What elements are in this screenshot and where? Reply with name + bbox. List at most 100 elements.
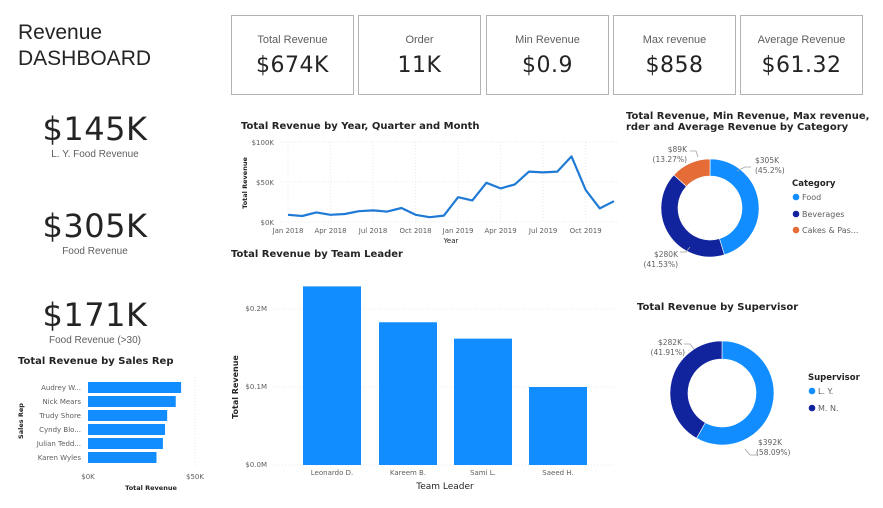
data-label: (58.09%)	[756, 448, 791, 457]
data-point[interactable]	[286, 212, 291, 217]
kpi-food-revenue-over-30[interactable]: $171K Food Revenue (>30)	[0, 296, 190, 346]
kpi-ly-food-revenue[interactable]: $145K L. Y. Food Revenue	[0, 110, 190, 160]
kpi-label: Max revenue	[642, 34, 707, 46]
line-chart-title: Total Revenue by Year, Quarter and Month	[241, 121, 480, 132]
legend-marker-cakes	[792, 226, 800, 234]
team-leader-chart-title: Total Revenue by Team Leader	[231, 249, 403, 260]
data-point[interactable]	[484, 180, 489, 185]
x-tick-label: Jan 2019	[442, 227, 474, 235]
legend-marker-beverages	[792, 210, 800, 218]
category-donut-chart[interactable]: $305K (45.2%) $280K (41.53%) $89K (13.27…	[620, 140, 883, 275]
leader-line	[690, 150, 699, 158]
x-axis-title: Total Revenue	[125, 484, 177, 492]
data-point[interactable]	[441, 213, 446, 218]
data-point[interactable]	[314, 210, 319, 215]
kpi-card-total-revenue[interactable]: Total Revenue $674K	[231, 15, 354, 95]
data-point[interactable]	[371, 208, 376, 213]
bar-sales-rep[interactable]	[88, 382, 182, 393]
bar-leonardo-d[interactable]	[303, 286, 361, 465]
donut-slice-m-n[interactable]	[669, 340, 723, 439]
legend-marker-food	[792, 193, 800, 201]
line-chart[interactable]: $100K $50K $0K Total Revenue Jan 2018 Apr…	[230, 132, 620, 247]
legend-marker-mn	[808, 404, 816, 412]
bar-sales-rep[interactable]	[88, 438, 163, 449]
kpi-value: 11K	[397, 53, 442, 78]
kpi-food-revenue[interactable]: $305K Food Revenue	[0, 207, 190, 257]
data-label: (13.27%)	[653, 155, 688, 164]
legend-item-ly[interactable]: L. Y.	[818, 387, 833, 396]
data-point[interactable]	[512, 182, 517, 187]
x-tick-label: Oct 2019	[570, 227, 602, 235]
y-tick-label: $50K	[256, 179, 274, 187]
data-label: (45.2%)	[755, 166, 785, 175]
data-point[interactable]	[612, 199, 617, 204]
legend-title: Category	[792, 179, 836, 189]
x-tick-label: Oct 2018	[399, 227, 431, 235]
x-tick-label: Apr 2019	[485, 227, 517, 235]
legend-item-food[interactable]: Food	[802, 193, 821, 202]
team-leader-bar-chart[interactable]: $0.0M $0.1M $0.2M Total Revenue Leonardo…	[225, 265, 615, 495]
data-point[interactable]	[356, 209, 361, 214]
kpi-label: L. Y. Food Revenue	[51, 149, 139, 160]
y-tick-label: Trudy Shore	[38, 412, 81, 420]
dashboard-title-line2: DASHBOARD	[18, 47, 152, 70]
data-point[interactable]	[498, 186, 503, 191]
donut-slice-l-y[interactable]	[696, 340, 775, 446]
bar-sami-l[interactable]	[454, 338, 512, 465]
bar-sales-rep[interactable]	[88, 452, 157, 463]
kpi-label: Total Revenue	[257, 34, 328, 46]
y-tick-label: Nick Mears	[43, 398, 82, 406]
sales-rep-bar-chart[interactable]: Audrey W... Nick Mears Trudy Shore Cyndy Bl…	[0, 372, 220, 497]
data-label: (41.53%)	[644, 260, 679, 269]
data-point[interactable]	[456, 195, 461, 200]
data-point[interactable]	[328, 212, 333, 217]
supervisor-donut-chart[interactable]: $392K (58.09%) $282K (41.91%) Supervisor…	[620, 325, 883, 465]
kpi-value: $145K	[42, 110, 148, 148]
x-tick-label: Saeed H.	[542, 469, 573, 477]
x-tick-label: Kareem B.	[390, 469, 426, 477]
legend-item-beverages[interactable]: Beverages	[802, 210, 844, 219]
data-label: $392K	[758, 438, 783, 447]
line-series[interactable]	[287, 155, 615, 219]
x-tick-label: Leonardo D.	[311, 469, 353, 477]
data-point[interactable]	[526, 169, 531, 174]
data-point[interactable]	[470, 198, 475, 203]
legend-item-mn[interactable]: M. N.	[818, 404, 839, 413]
leader-line	[744, 448, 757, 456]
data-point[interactable]	[413, 212, 418, 217]
data-point[interactable]	[399, 206, 404, 211]
data-point[interactable]	[300, 214, 305, 219]
x-tick-label: Jul 2018	[358, 227, 388, 235]
y-axis-title: Sales Rep	[17, 403, 25, 439]
category-chart-title-line2: rder and Average Revenue by Category	[626, 122, 849, 133]
x-axis-title: Team Leader	[415, 482, 474, 492]
x-tick-label: Apr 2018	[314, 227, 346, 235]
donut-slice-beverages[interactable]	[660, 174, 725, 258]
data-point[interactable]	[597, 206, 602, 211]
kpi-card-min-revenue[interactable]: Min Revenue $0.9	[486, 15, 609, 95]
donut-slice-cakes-pas[interactable]	[673, 158, 711, 187]
y-tick-label: Cyndy Blo...	[39, 426, 81, 434]
data-point[interactable]	[555, 169, 560, 174]
leader-line	[680, 246, 691, 253]
bar-kareem-b[interactable]	[379, 322, 437, 465]
kpi-card-order[interactable]: Order 11K	[358, 15, 481, 95]
data-point[interactable]	[583, 188, 588, 193]
y-axis-title: Total Revenue	[241, 157, 249, 209]
x-tick-label: Jan 2018	[272, 227, 304, 235]
data-point[interactable]	[342, 212, 347, 217]
kpi-card-average-revenue[interactable]: Average Revenue $61.32	[740, 15, 863, 95]
legend-item-cakes[interactable]: Cakes & Pas...	[802, 226, 858, 235]
dashboard-title-line1: Revenue	[18, 21, 103, 44]
data-point[interactable]	[385, 209, 390, 214]
data-point[interactable]	[569, 154, 574, 159]
kpi-card-max-revenue[interactable]: Max revenue $858	[613, 15, 736, 95]
y-tick-label: $100K	[252, 139, 275, 147]
bar-sales-rep[interactable]	[88, 424, 166, 435]
bar-sales-rep[interactable]	[88, 396, 176, 407]
bar-sales-rep[interactable]	[88, 410, 168, 421]
y-tick-label: Karen Wyles	[38, 454, 82, 462]
bar-saeed-h[interactable]	[529, 387, 587, 465]
data-point[interactable]	[427, 215, 432, 220]
data-point[interactable]	[541, 170, 546, 175]
